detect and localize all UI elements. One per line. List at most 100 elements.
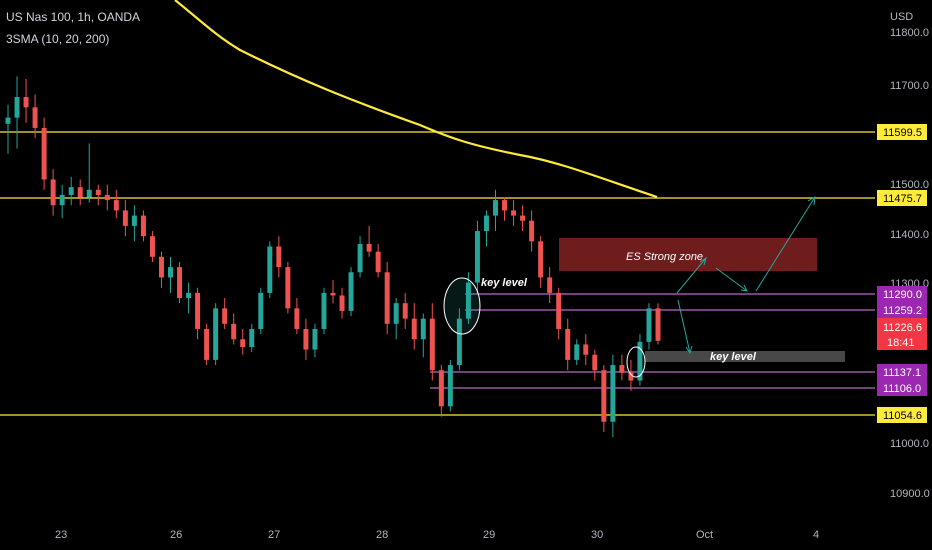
candle[interactable] (411, 318, 417, 340)
candle[interactable] (610, 365, 616, 422)
candle[interactable] (384, 272, 390, 324)
candle[interactable] (637, 341, 643, 381)
candle[interactable] (23, 97, 29, 108)
candle[interactable] (402, 303, 408, 319)
candle[interactable] (366, 243, 372, 252)
candle[interactable] (330, 292, 336, 296)
x-tick-30: 30 (591, 529, 603, 541)
candle[interactable] (619, 365, 625, 373)
candle[interactable] (520, 215, 526, 221)
candle[interactable] (204, 328, 210, 360)
candle[interactable] (348, 272, 354, 311)
candle[interactable] (574, 344, 580, 360)
candle[interactable] (50, 179, 56, 206)
candle[interactable] (339, 295, 345, 311)
candle[interactable] (113, 200, 119, 211)
candle[interactable] (231, 323, 237, 340)
candle[interactable] (447, 365, 453, 407)
candle[interactable] (529, 220, 535, 242)
candle[interactable] (222, 308, 228, 324)
candle[interactable] (511, 210, 517, 216)
svg-text:11226.6: 11226.6 (883, 322, 922, 334)
candle[interactable] (14, 97, 20, 118)
candle[interactable] (303, 328, 309, 350)
candle[interactable] (583, 344, 589, 355)
price-badge-11290[interactable]: 11290.0 (877, 286, 927, 302)
candle[interactable] (474, 231, 480, 283)
candle[interactable] (456, 318, 462, 366)
x-tick-28: 28 (376, 529, 388, 541)
candle[interactable] (483, 215, 489, 232)
candle[interactable] (592, 354, 598, 371)
candle[interactable] (149, 236, 155, 257)
candle[interactable] (321, 292, 327, 329)
candle[interactable] (168, 267, 173, 278)
price-badge-11054[interactable]: 11054.6 (877, 407, 927, 423)
candle[interactable] (429, 318, 435, 371)
y-tick-11800: 11800.0 (890, 27, 929, 39)
candle[interactable] (276, 246, 282, 268)
candle[interactable] (438, 370, 444, 407)
candle[interactable] (195, 292, 201, 329)
price-badge-11137[interactable]: 11137.1 (877, 364, 927, 380)
candle[interactable] (68, 187, 74, 195)
price-badge-11259[interactable]: 11259.2 (877, 302, 927, 318)
candle[interactable] (5, 117, 11, 124)
candle[interactable] (213, 308, 219, 360)
candle[interactable] (538, 241, 544, 278)
candle[interactable] (628, 372, 634, 381)
candle[interactable] (646, 308, 652, 342)
candle[interactable] (59, 194, 65, 206)
svg-text:18:41: 18:41 (887, 337, 915, 349)
candle[interactable] (493, 200, 498, 216)
x-tick-26: 26 (170, 529, 182, 541)
candle[interactable] (547, 277, 553, 293)
svg-text:11106.0: 11106.0 (883, 383, 921, 395)
highlight-circle-right[interactable] (626, 346, 646, 378)
candle[interactable] (240, 339, 246, 348)
candle[interactable] (267, 246, 273, 293)
candle[interactable] (655, 308, 661, 341)
x-tick-27: 27 (268, 529, 280, 541)
candle[interactable] (465, 282, 471, 319)
candle[interactable] (86, 189, 92, 198)
candle[interactable] (502, 200, 508, 211)
candle[interactable] (32, 107, 38, 128)
candle[interactable] (285, 267, 291, 309)
price-badge-11599[interactable]: 11599.5 (877, 124, 927, 140)
candle[interactable] (186, 292, 192, 299)
candle[interactable] (258, 292, 264, 329)
axis-currency: USD (890, 11, 913, 23)
price-badge-11106[interactable]: 11106.0 (877, 380, 927, 396)
candle[interactable] (420, 318, 426, 340)
key-level-zone[interactable] (645, 351, 845, 362)
price-badge-11475[interactable]: 11475.7 (877, 190, 927, 206)
candle[interactable] (104, 194, 110, 201)
candle[interactable] (249, 328, 255, 348)
candle[interactable] (158, 256, 164, 278)
candle[interactable] (556, 292, 562, 329)
candle[interactable] (177, 267, 183, 299)
candle[interactable] (375, 251, 381, 273)
candle[interactable] (95, 189, 101, 195)
candle[interactable] (140, 215, 146, 237)
candle[interactable] (357, 243, 363, 273)
candle[interactable] (312, 328, 318, 350)
candle[interactable] (393, 303, 399, 324)
indicator-label[interactable]: 3SMA (10, 20, 200) (6, 32, 110, 46)
candle[interactable] (122, 210, 128, 226)
y-tick-11400: 11400.0 (890, 229, 929, 241)
key-level-label-left: key level (481, 277, 528, 289)
candle[interactable] (294, 308, 300, 329)
current-price-badge[interactable]: 11226.6 18:41 (877, 318, 927, 350)
es-strong-zone[interactable] (559, 238, 817, 271)
candle[interactable] (131, 215, 137, 226)
candles-group (5, 76, 661, 438)
projection-arrows[interactable] (676, 196, 816, 355)
candle[interactable] (77, 187, 83, 198)
candle[interactable] (41, 127, 47, 180)
candle[interactable] (601, 370, 607, 422)
highlight-circle-left[interactable] (443, 277, 481, 335)
candle[interactable] (565, 328, 571, 360)
